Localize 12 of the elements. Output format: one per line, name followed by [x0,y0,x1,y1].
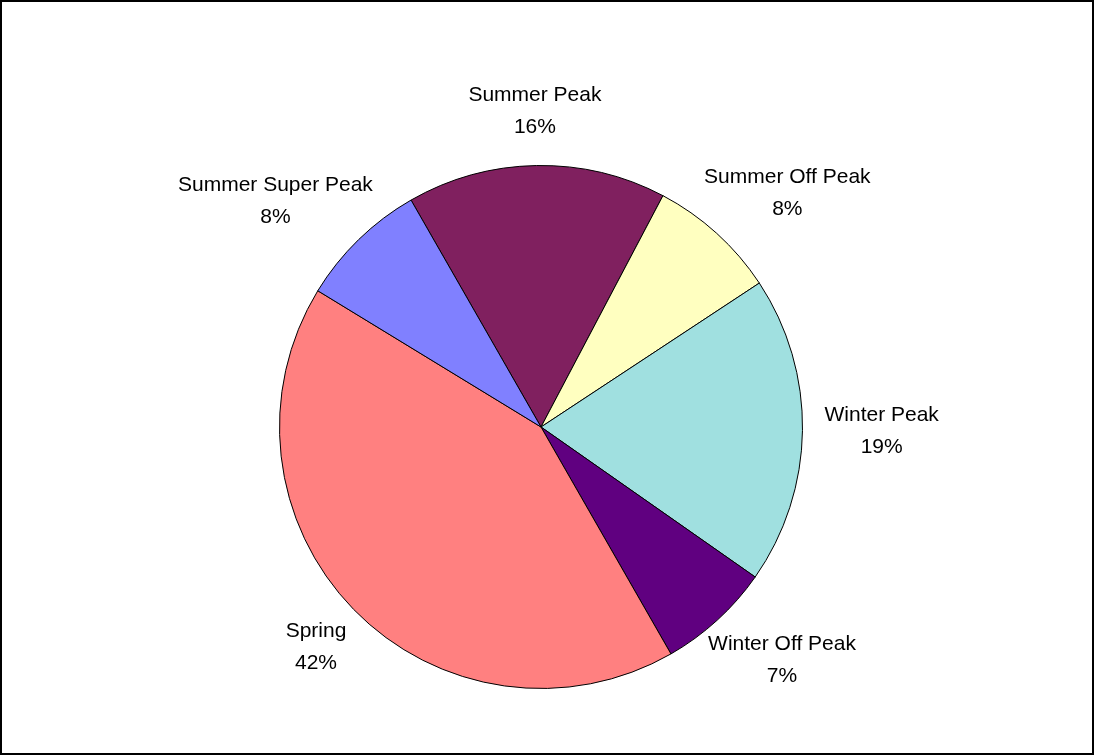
data-label: 19% [860,434,903,458]
slice-label: Winter Off Peak [708,630,857,654]
slice-label: Summer Super Peak [177,171,374,195]
data-label: 7% [766,662,798,686]
slice-label: Summer Off Peak [704,164,872,188]
slice-label: Summer Peak [468,82,602,106]
slice-label: Winter Peak [824,402,940,426]
slice-label: Spring [285,617,347,641]
data-label: 8% [772,196,803,220]
data-label: 8% [260,203,291,227]
data-label: 42% [294,649,338,673]
data-label: 16% [513,114,556,138]
